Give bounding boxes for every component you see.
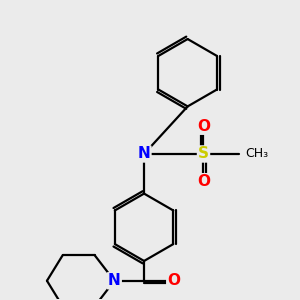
Text: N: N xyxy=(108,273,121,288)
Text: S: S xyxy=(198,146,209,161)
Text: O: O xyxy=(167,273,180,288)
Text: O: O xyxy=(197,174,210,189)
Text: CH₃: CH₃ xyxy=(245,148,268,160)
Text: O: O xyxy=(197,119,210,134)
Text: N: N xyxy=(138,146,150,161)
